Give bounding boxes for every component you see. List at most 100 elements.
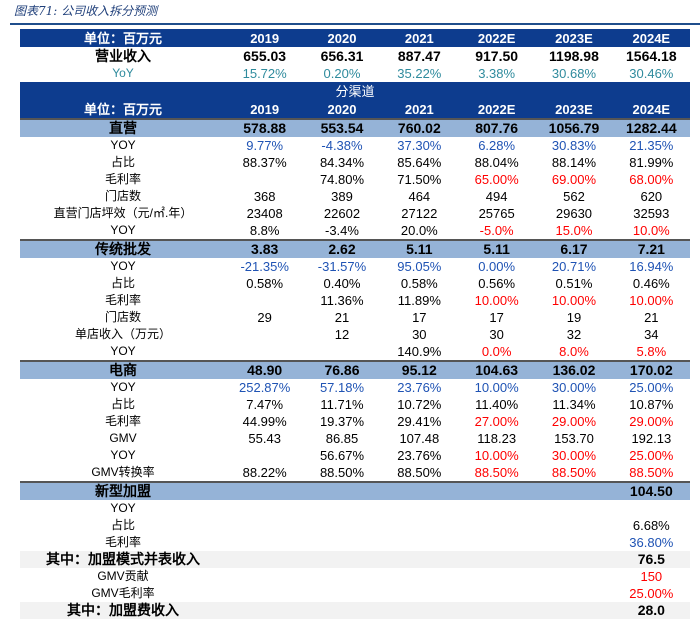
table-cell: 6.28% — [478, 138, 516, 153]
table-cell: -4.38% — [321, 138, 363, 153]
row-label: 单店收入（万元） — [74, 327, 171, 341]
table-cell: 88.04% — [474, 155, 519, 170]
table-cell: 6.17 — [535, 239, 613, 258]
revenue-forecast-table: 单位：百万元 2019 2020 2021 2022E 2023E 2024E 营业收入 655… — [20, 29, 690, 619]
year-header: 2024E — [612, 100, 690, 119]
row-label: 营业收入 — [95, 47, 151, 64]
table-cell: 36.80% — [629, 535, 674, 550]
row-label: 新型加盟 — [20, 481, 226, 500]
year-header: 2023E — [535, 29, 613, 47]
table-row: 占比 7.47% 11.71% 10.72% 11.40% 11.34% 10.87% — [20, 396, 690, 413]
table-cell: 0.46% — [632, 276, 670, 291]
table-cell: 0.00% — [478, 259, 516, 274]
table-cell — [613, 500, 690, 517]
table-cell: 88.14% — [551, 155, 597, 170]
table-cell: 104.50 — [612, 481, 690, 500]
table-row: GMV贡献 150 — [20, 568, 690, 585]
row-label: YOY — [110, 501, 136, 515]
table-row: 传统批发 3.83 2.62 5.11 5.11 6.17 7.21 — [20, 239, 690, 258]
table-cell: 25.00% — [629, 448, 674, 463]
table-cell: 170.02 — [612, 360, 690, 379]
table-cell — [226, 343, 303, 361]
row-label: 毛利率 — [104, 535, 141, 549]
table-cell — [303, 500, 380, 517]
table-cell — [381, 517, 458, 534]
table-cell — [303, 517, 380, 534]
row-label: GMV贡献 — [97, 569, 149, 583]
header-row: 单位：百万元 2019 2020 2021 2022E 2023E 2024E — [20, 29, 690, 47]
table-cell: 887.47 — [397, 47, 441, 64]
table-cell: 0.40% — [323, 276, 361, 291]
table-cell: 29.00% — [629, 414, 674, 429]
table-cell: 27122 — [401, 206, 438, 221]
table-row: 营业收入 655.03 656.31 887.47 917.50 1198.98 1564.… — [20, 47, 690, 65]
table-cell: 88.50% — [629, 465, 674, 480]
table-cell: 35.22% — [397, 66, 442, 81]
table-cell: 76.86 — [303, 360, 381, 379]
table-cell: 10.0% — [632, 223, 670, 238]
table-cell: 22602 — [323, 206, 361, 221]
table-cell: 15.72% — [242, 66, 287, 81]
table-cell: 10.87% — [629, 397, 674, 412]
year-header: 2020 — [303, 29, 381, 47]
table-cell — [535, 602, 613, 619]
table-cell: 29630 — [555, 206, 593, 221]
table-cell: -31.57% — [317, 259, 367, 274]
table-cell: 21.35% — [629, 138, 674, 153]
table-cell: 23408 — [246, 206, 283, 221]
table-cell: 32 — [566, 327, 582, 342]
table-cell: 37.30% — [397, 138, 442, 153]
table-cell — [303, 568, 380, 585]
row-label: GMV — [109, 431, 137, 445]
table-row: YOY 9.77% -4.38% 37.30% 6.28% 30.83% 21.35% — [20, 137, 690, 154]
table-cell: 84.34% — [319, 155, 365, 170]
table-cell — [380, 602, 458, 619]
table-cell — [303, 585, 380, 602]
table-row: 其中：加盟模式并表收入 76.5 — [20, 551, 690, 568]
table-cell: 10.00% — [629, 293, 674, 308]
table-cell: 192.13 — [631, 431, 672, 446]
table-cell — [380, 481, 458, 500]
year-header: 2023E — [535, 100, 613, 119]
table-row: YOY — [20, 500, 690, 517]
table-cell: 74.80% — [319, 172, 365, 187]
section-header-row: 分渠道 — [20, 82, 690, 100]
table-cell — [226, 500, 303, 517]
row-label: 直营 — [20, 118, 226, 137]
year-header: 2022E — [457, 100, 536, 119]
table-row: 毛利率 74.80% 71.50% 65.00% 69.00% 68.00% — [20, 171, 690, 188]
table-row: YOY -21.35% -31.57% 95.05% 0.00% 20.71% 16.94% — [20, 258, 690, 275]
table-cell — [226, 534, 303, 551]
table-cell — [458, 568, 535, 585]
table-cell — [226, 171, 303, 188]
table-cell: 0.20% — [323, 66, 361, 81]
table-cell — [226, 585, 303, 602]
table-cell: 28.0 — [612, 602, 690, 619]
table-cell — [226, 568, 303, 585]
header-row: 单位：百万元 2019 2020 2021 2022E 2023E 2024E — [20, 100, 690, 119]
table-cell: 11.36% — [320, 293, 364, 308]
year-header: 2019 — [226, 29, 304, 47]
row-label: 传统批发 — [20, 239, 226, 258]
table-cell — [535, 551, 613, 568]
table-cell — [535, 585, 612, 602]
table-row: 占比 6.68% — [20, 517, 690, 534]
table-cell: 0.0% — [481, 344, 512, 359]
table-cell: 252.87% — [239, 380, 291, 395]
table-row: 占比 88.37% 84.34% 85.64% 88.04% 88.14% 81.99% — [20, 154, 690, 171]
table-cell: 150 — [640, 569, 663, 584]
table-cell: 32593 — [633, 206, 670, 221]
table-cell: -5.0% — [479, 223, 514, 238]
year-header: 2024E — [612, 29, 690, 47]
table-cell: 5.11 — [457, 239, 536, 258]
table-row: 门店数 368 389 464 494 562 620 — [20, 188, 690, 205]
table-cell: 6.68% — [632, 518, 670, 533]
table-cell: 88.22% — [242, 465, 287, 480]
table-cell: 107.48 — [399, 431, 440, 446]
table-cell — [458, 500, 535, 517]
unit-label: 单位：百万元 — [20, 29, 226, 47]
table-row: 电商 48.90 76.86 95.12 104.63 136.02 170.02 — [20, 360, 690, 379]
table-cell: 8.8% — [249, 223, 280, 238]
table-cell — [458, 534, 535, 551]
table-cell: 9.77% — [246, 138, 284, 153]
